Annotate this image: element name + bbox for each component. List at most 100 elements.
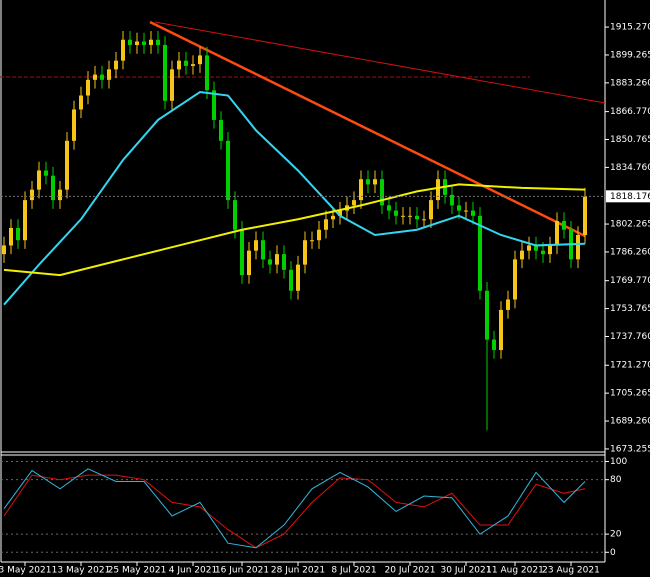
y-tick-label: 80	[610, 475, 622, 485]
candle-body	[331, 215, 335, 220]
candle-body	[149, 39, 153, 45]
stochastic-panel: 100 80 20 0	[1, 457, 627, 558]
candle-body	[289, 269, 293, 291]
candle-body	[429, 200, 433, 220]
candle-body	[23, 200, 27, 241]
x-tick-label: 8 Jul 2021	[331, 566, 376, 576]
candle-body	[156, 39, 160, 45]
y-tick-label: 1915.270	[610, 23, 650, 33]
x-tick-label: 25 May 2021	[108, 566, 167, 576]
candle-body	[359, 179, 363, 201]
y-tick-label: 1769.770	[610, 276, 650, 286]
candle-body	[506, 299, 510, 310]
candle-body	[233, 200, 237, 230]
candle-body	[324, 219, 328, 230]
candle-body	[492, 339, 496, 351]
x-tick-label: 30 Jul 2021	[441, 566, 492, 576]
y-tick-label: 1721.270	[610, 361, 650, 371]
candle-body	[86, 79, 90, 96]
candle-body	[254, 240, 258, 251]
candle-body	[275, 254, 279, 265]
candle-body	[212, 90, 216, 120]
x-tick-label: 28 Jun 2021	[271, 566, 325, 576]
stochastic-line	[3, 468, 586, 549]
candle-body	[93, 74, 97, 80]
candle-body	[219, 119, 223, 141]
candle-body	[268, 259, 272, 265]
candle-body	[366, 179, 370, 185]
x-tick-label: 11 Aug 2021	[486, 566, 544, 576]
candle-body	[457, 205, 461, 211]
candle-body	[401, 215, 405, 217]
candle-body	[65, 140, 69, 190]
candle-body	[478, 215, 482, 291]
candle-body	[317, 229, 321, 241]
main-panel: 1915.270 1899.265 1883.260 1866.770 1850.765…	[0, 23, 650, 576]
candle-body	[107, 69, 111, 80]
candle-body	[37, 170, 41, 190]
candle-body	[114, 60, 118, 70]
candle-body	[352, 200, 356, 206]
candle-body	[51, 175, 55, 201]
candle-body	[177, 60, 181, 70]
candle-body	[548, 245, 552, 255]
moving-average	[3, 183, 586, 277]
candle-body	[142, 41, 146, 45]
candle-body	[121, 39, 125, 61]
y-tick-label: 1786.260	[610, 247, 650, 257]
candle-body	[191, 64, 195, 66]
candle-body	[415, 215, 419, 220]
y-tick-label: 1850.765	[610, 135, 650, 145]
y-tick-label: 1673.255	[610, 444, 650, 454]
candle-body	[520, 250, 524, 260]
y-tick-label: 20	[610, 530, 622, 540]
y-tick-label: 1753.765	[610, 304, 650, 314]
candle-body	[380, 179, 384, 206]
candle-body	[485, 290, 489, 340]
x-tick-label: 20 Jul 2021	[385, 566, 436, 576]
candle-body	[373, 179, 377, 185]
candle-body	[576, 234, 580, 260]
y-tick-label: 1866.770	[610, 107, 650, 117]
candle-body	[247, 250, 251, 276]
candle-body	[135, 41, 139, 45]
candle-body	[534, 245, 538, 251]
candle-body	[79, 95, 83, 110]
candle-body	[72, 109, 76, 141]
candle-body	[170, 69, 174, 101]
candle-body	[296, 264, 300, 291]
y-tick-label: 1705.265	[610, 389, 650, 399]
candle-body	[387, 205, 391, 211]
trend-line	[149, 20, 586, 238]
candle-body	[128, 39, 132, 45]
candle-body	[541, 250, 545, 255]
x-tick-label: 23 Aug 2021	[542, 566, 600, 576]
trend-line	[154, 21, 606, 104]
candle-body	[303, 240, 307, 265]
candle-body	[2, 245, 6, 255]
candle-body	[44, 170, 48, 176]
candle-body	[58, 189, 62, 201]
y-tick-label: 1689.260	[610, 417, 650, 427]
candle-body	[310, 240, 314, 242]
candle-body	[562, 221, 566, 230]
candle-body	[394, 210, 398, 216]
last-price-label: 1818.176	[610, 192, 650, 202]
x-tick-label: 16 Jun 2021	[215, 566, 269, 576]
candle-body	[338, 210, 342, 216]
y-tick-label: 100	[610, 457, 627, 467]
y-tick-label: 1834.760	[610, 163, 650, 173]
candle-body	[163, 44, 167, 101]
y-tick-label: 1737.760	[610, 332, 650, 342]
candle-body	[226, 140, 230, 201]
candle-body	[16, 228, 20, 241]
candle-body	[30, 189, 34, 201]
x-tick-label: 3 May 2021	[0, 566, 51, 576]
candle-body	[198, 55, 202, 65]
last-price-box	[606, 190, 650, 203]
candle-body	[9, 228, 13, 246]
x-tick-label: 4 Jun 2021	[169, 566, 217, 576]
candle-body	[499, 309, 503, 351]
candle-body	[240, 229, 244, 276]
